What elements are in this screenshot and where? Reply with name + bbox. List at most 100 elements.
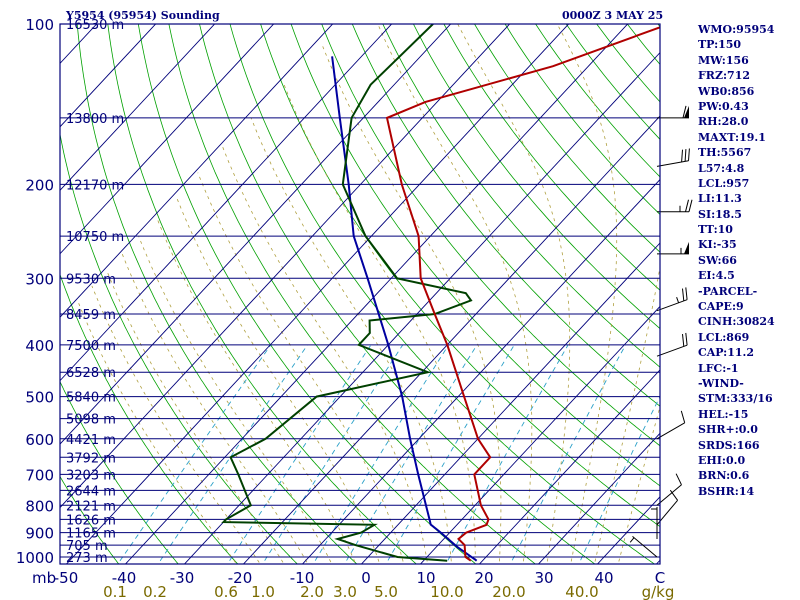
height-label: 2121 m: [66, 499, 116, 514]
index-line: LCL:869: [698, 330, 750, 344]
height-label: 1165 m: [66, 527, 116, 542]
height-label: 5098 m: [66, 413, 116, 428]
dry-adiabat: [260, 24, 660, 528]
mixing-ratio-tick-label: 10.0: [430, 583, 463, 600]
isotherm: [0, 0, 27, 568]
isotherm: [183, 51, 660, 564]
moist-adiabat: [250, 117, 452, 564]
height-label: 1626 m: [66, 513, 116, 528]
pressure-tick-label: 900: [25, 525, 54, 543]
index-line: SW:66: [698, 253, 737, 267]
index-line: KI:-35: [698, 238, 737, 252]
wind-barb: [656, 410, 686, 440]
sounding-title: Y5954 (95954) Sounding: [66, 9, 220, 22]
pressure-tick-label: 700: [25, 466, 54, 484]
isotherm: [60, 24, 216, 191]
index-line: SHR+:0.0: [698, 423, 758, 437]
mixing-ratio-line: [509, 344, 626, 564]
isotherm: [419, 305, 660, 564]
height-label: 16530 m: [66, 18, 124, 33]
moist-adiabat: [91, 285, 261, 564]
mixing-ratio-line: [445, 344, 569, 564]
mixing-ratio-tick-label: 2.0: [300, 583, 324, 600]
parcel-trace: [331, 56, 478, 562]
height-label: 9530 m: [66, 272, 116, 287]
temperature-trace: [385, 26, 660, 562]
wind-barb: [656, 287, 688, 312]
temperature-tick-label: -30: [170, 569, 195, 587]
wind-barb: [657, 241, 689, 255]
index-line: EHI:0.0: [698, 453, 746, 467]
wind-barb-feather: [688, 148, 690, 161]
dry-adiabat: [60, 380, 179, 564]
sounding-time: 0000Z 3 MAY 25: [562, 9, 664, 22]
isotherm: [60, 24, 334, 318]
isotherm: [65, 24, 570, 564]
index-line: LI:11.3: [698, 192, 742, 206]
isotherm: [478, 369, 660, 564]
dry-adiabat: [76, 24, 358, 564]
wind-barb: [656, 148, 690, 167]
isotherm: [360, 242, 660, 564]
wind-barb-half-feather: [676, 297, 680, 303]
pressure-tick-label: 600: [25, 431, 54, 449]
moist-adiabat: [121, 253, 309, 564]
wind-barb-feather: [685, 287, 688, 300]
height-label: 273 m: [66, 551, 108, 566]
index-line: BRN:0.6: [698, 469, 750, 483]
index-line: EI:4.5: [698, 269, 735, 283]
dry-adiabat: [321, 24, 660, 447]
dewpoint-trace: [221, 24, 473, 562]
moist-adiabat: [594, 265, 660, 564]
index-line: LCL:957: [698, 176, 750, 190]
wind-barb: [629, 536, 658, 558]
index-line: TH:5567: [698, 146, 752, 160]
wind-barb-staff: [656, 160, 689, 167]
index-line: CINH:30824: [698, 315, 775, 329]
temperature-tick-label: 40: [594, 569, 613, 587]
wind-barb-feather: [675, 473, 682, 486]
index-line: STM:333/16: [698, 392, 773, 406]
wind-barb: [657, 105, 689, 119]
moist-adiabat: [222, 146, 429, 564]
height-label: 705 m: [66, 539, 108, 554]
mixing-ratio-line: [343, 344, 478, 564]
wind-barb-staff: [656, 422, 685, 440]
wind-barb-feather: [669, 489, 679, 501]
temperature-tick-label: 10: [416, 569, 435, 587]
index-line: SRDS:166: [698, 438, 760, 452]
dry-adiabat: [413, 24, 660, 330]
mixing-ratio-line: [226, 344, 372, 564]
dry-adiabat: [60, 273, 239, 564]
wind-barb: [657, 199, 693, 213]
wind-barb-feather: [682, 105, 687, 119]
wind-barb-feather: [685, 332, 688, 346]
profiles: [221, 24, 660, 562]
pressure-unit-label: mb: [32, 569, 56, 587]
mixing-ratio-tick-label: 0.2: [143, 583, 167, 600]
pressure-tick-label: 300: [25, 270, 54, 288]
moist-adiabat: [322, 45, 502, 564]
moist-adiabat: [138, 235, 333, 564]
wind-barb-flag: [684, 105, 689, 118]
height-label: 13800 m: [66, 112, 124, 127]
temperature-tick-label: -40: [112, 569, 137, 587]
mixing-ratio-line: [262, 344, 404, 564]
temperature-tick-label: 30: [534, 569, 553, 587]
mixing-ratio-tick-label: 0.6: [214, 583, 238, 600]
wind-barb-feather: [685, 199, 689, 212]
mixing-ratio-line: [117, 344, 272, 564]
height-label: 3203 m: [66, 468, 116, 483]
index-line: RH:28.0: [698, 115, 749, 129]
index-line: CAPE:9: [698, 300, 744, 314]
height-label: 5840 m: [66, 391, 116, 406]
mixing-ratio-tick-label: 20.0: [492, 583, 525, 600]
moist-adiabat: [283, 84, 476, 564]
index-line: WB0:856: [698, 84, 755, 98]
height-label: 6528 m: [66, 366, 116, 381]
wind-barb-feather: [681, 149, 683, 163]
index-line: -WIND-: [698, 376, 744, 390]
pressure-tick-label: 500: [25, 389, 54, 407]
